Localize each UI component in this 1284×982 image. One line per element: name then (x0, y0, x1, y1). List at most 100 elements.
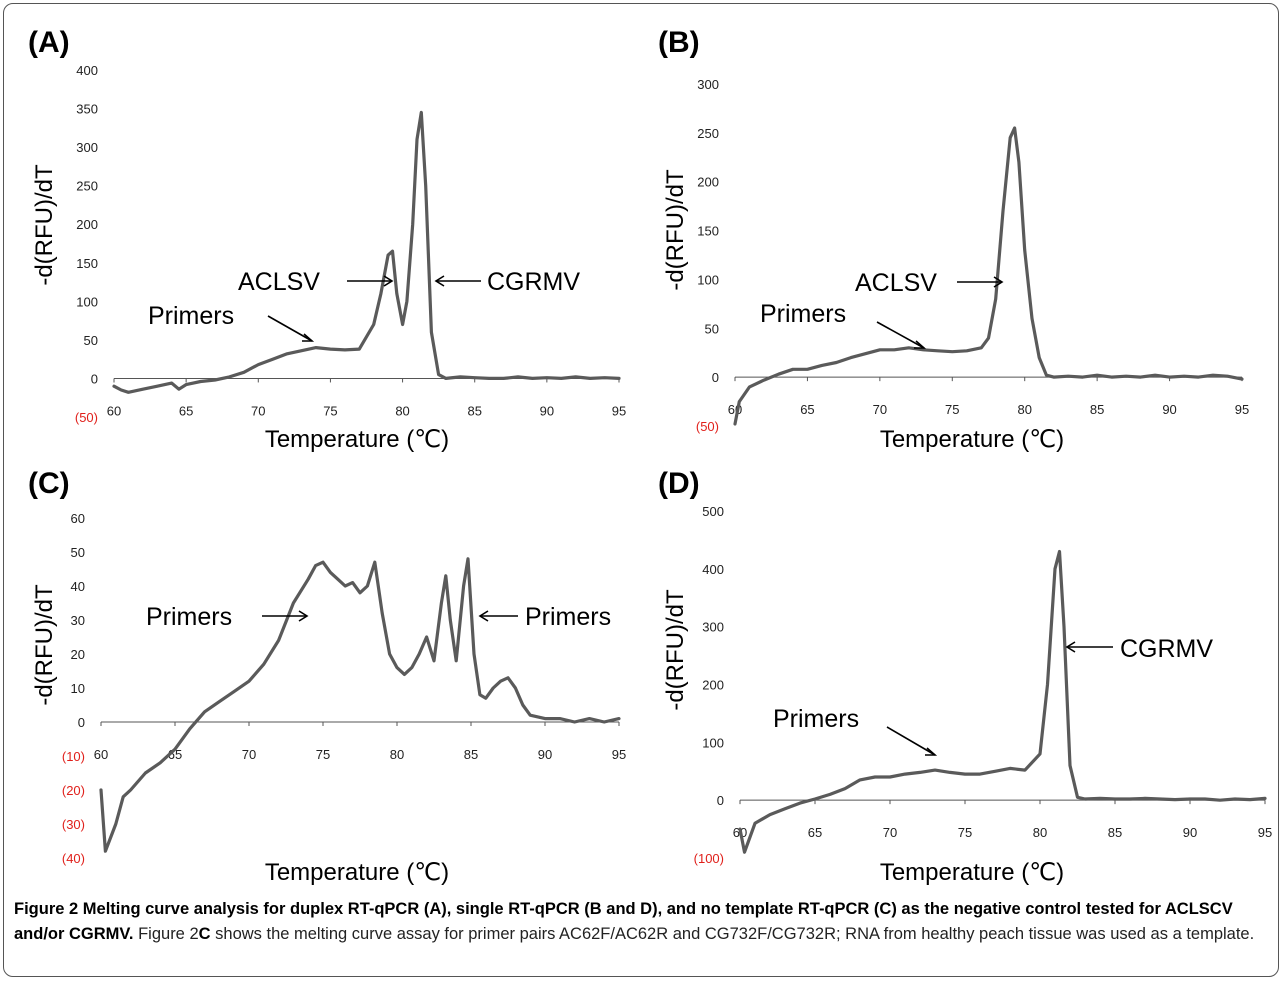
panel-d-ytick-negative-0: (100) (694, 851, 724, 866)
panel-b-annotation-aclsv: ACLSV (855, 269, 937, 297)
panel-a-arrowhead-cgrmv (434, 275, 445, 287)
panel-c-ytick-0: 0 (78, 715, 85, 730)
panel-d-xtick-6: 90 (1183, 825, 1197, 840)
panel-b-ytick-1: 50 (705, 321, 719, 336)
panel-a: (A) 0 50 100 150 200 250 300 350 400 (50) 60 65 70 7… (28, 26, 626, 453)
caption-text-after: shows the melting curve assay for primer… (215, 925, 1255, 943)
panel-d-xtick-4: 80 (1033, 825, 1047, 840)
panel-b-xtick-4: 80 (1017, 402, 1031, 417)
panel-d-arrowhead-cgrmv (1065, 641, 1076, 653)
panel-c-ytick-negative-1: (20) (62, 783, 85, 798)
panel-c-ytick-4: 40 (71, 579, 85, 594)
panel-d-xtick-1: 65 (808, 825, 822, 840)
panel-d-ytick-1: 100 (702, 735, 724, 750)
panel-b-xlabel: Temperature (℃) (880, 426, 1064, 453)
panel-b-xtick-2: 70 (873, 402, 887, 417)
panel-d-curve (738, 549, 1267, 854)
panel-d-letter: (D) (658, 467, 700, 500)
panel-d-ytick-4: 400 (702, 562, 724, 577)
panel-a-letter: (A) (28, 26, 70, 59)
panel-a-ytick-6: 300 (76, 140, 98, 155)
caption-text-bold: C (198, 925, 211, 943)
panel-a-xtick-7: 95 (612, 403, 626, 418)
panel-c-curve (99, 557, 621, 853)
panel-a-xtick-3: 75 (323, 403, 337, 418)
panel-a-ytick-negative-0: (50) (75, 410, 98, 425)
panel-a-ylabel: -d(RFU)/dT (31, 164, 58, 286)
panel-c-annotation-primers-left: Primers (146, 603, 232, 631)
panel-b-letter: (B) (658, 26, 700, 59)
panel-d-arrow-primers (886, 726, 936, 756)
panel-c-ytick-6: 60 (71, 511, 85, 526)
panel-b-ytick-negative-0: (50) (696, 419, 719, 434)
caption-text-before: Figure 2 (138, 925, 199, 943)
panel-d-annotation-primers: Primers (773, 705, 859, 733)
panel-b-arrow-primers (876, 321, 925, 349)
panel-d-ytick-2: 200 (702, 678, 724, 693)
panel-b-xtick-1: 65 (800, 402, 814, 417)
panel-c-xlabel: Temperature (℃) (265, 859, 449, 886)
panel-c-xtick-3: 75 (316, 747, 330, 762)
panel-d-xtick-2: 70 (883, 825, 897, 840)
panel-c-ytick-negative-0: (10) (62, 749, 85, 764)
panel-c-ytick-3: 30 (71, 613, 85, 628)
panel-a-annotation-aclsv: ACLSV (238, 268, 320, 296)
panel-a-ytick-8: 400 (76, 63, 98, 78)
panel-b-ytick-2: 100 (697, 272, 719, 287)
panel-c-ylabel: -d(RFU)/dT (31, 584, 58, 706)
panel-a-xlabel: Temperature (℃) (265, 426, 449, 453)
panel-b-ytick-0: 0 (712, 370, 719, 385)
panel-a-ytick-4: 200 (76, 217, 98, 232)
panel-c-xtick-7: 95 (612, 747, 626, 762)
panel-c-ytick-negative-2: (30) (62, 817, 85, 832)
panel-d-annotation-cgrmv: CGRMV (1120, 635, 1213, 663)
panel-a-xtick-6: 90 (540, 403, 554, 418)
panel-a-annotation-cgrmv: CGRMV (487, 268, 580, 296)
panel-c-xtick-6: 90 (538, 747, 552, 762)
panel-b-ytick-4: 200 (697, 175, 719, 190)
panel-a-ytick-7: 350 (76, 102, 98, 117)
panel-c-arrowhead-primers-left (298, 610, 309, 622)
panel-a-arrow-primers (267, 315, 313, 342)
panel-a-ytick-1: 50 (84, 333, 98, 348)
panel-b-arrowhead-primers (914, 340, 927, 349)
panel-a-xtick-2: 70 (251, 403, 265, 418)
panel-c-xtick-2: 70 (242, 747, 256, 762)
panel-c-ytick-1: 10 (71, 681, 85, 696)
panel-c-annotation-primers-right: Primers (525, 603, 611, 631)
panel-a-xtick-4: 80 (395, 403, 409, 418)
panel-c-xtick-0: 60 (94, 747, 108, 762)
panel-c-ytick-2: 20 (71, 647, 85, 662)
panel-a-xtick-0: 60 (107, 403, 121, 418)
panel-a-ytick-5: 250 (76, 179, 98, 194)
panel-d-xlabel: Temperature (℃) (880, 859, 1064, 886)
panel-b-ytick-6: 300 (697, 77, 719, 92)
panel-d-xtick-7: 95 (1258, 825, 1272, 840)
panel-a-xtick-1: 65 (179, 403, 193, 418)
panel-d-ytick-5: 500 (702, 504, 724, 519)
panel-d-ytick-0: 0 (717, 793, 724, 808)
caption-title: Figure 2 Melting curve analysis for dupl… (14, 900, 1233, 943)
panel-b-xtick-6: 90 (1162, 402, 1176, 417)
panel-b-ytick-3: 150 (697, 224, 719, 239)
panel-b-arrowhead-aclsv (993, 276, 1004, 288)
panel-b-xtick-3: 75 (945, 402, 959, 417)
panel-a-arrowhead-aclsv (383, 275, 394, 287)
panel-a-ytick-3: 150 (76, 256, 98, 271)
panel-c-xtick-5: 85 (464, 747, 478, 762)
panel-a-ytick-0: 0 (91, 371, 98, 386)
panel-c-ytick-negative-3: (40) (62, 851, 85, 866)
panel-c-letter: (C) (28, 467, 70, 500)
panel-b-annotation-primers: Primers (760, 300, 846, 328)
panel-a-arrowhead-primers (302, 333, 315, 342)
panel-b-curve (733, 126, 1244, 426)
panel-c-arrowhead-primers-right (478, 610, 489, 622)
panel-d-arrowhead-primers (925, 747, 938, 756)
panel-b-xtick-5: 85 (1090, 402, 1104, 417)
panel-c-xtick-4: 80 (390, 747, 404, 762)
panel-a-annotation-primers: Primers (148, 302, 234, 330)
